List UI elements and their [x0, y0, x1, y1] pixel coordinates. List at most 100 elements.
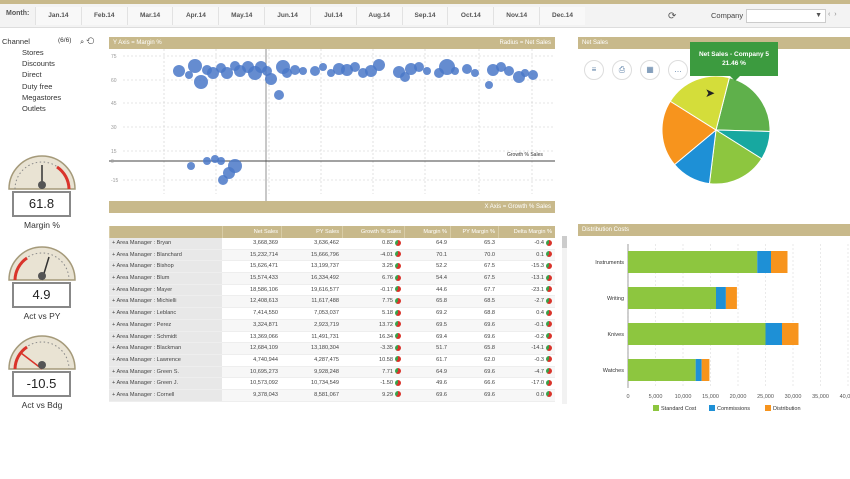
col-header[interactable]: Margin %: [404, 226, 450, 238]
pie-slice-company-1[interactable]: [708, 129, 763, 185]
channel-item[interactable]: Direct: [22, 70, 42, 80]
nav-arrows-icon[interactable]: ‹ ›: [828, 11, 838, 18]
row-name[interactable]: + Area Manager : Cornell: [109, 389, 222, 401]
table-row[interactable]: + Area Manager : Green J. 10,573,092 10,73…: [109, 378, 555, 390]
table-row[interactable]: + Area Manager : Leblanc 7,414,550 7,053,0…: [109, 308, 555, 320]
menu-icon[interactable]: ≡: [584, 60, 604, 80]
print-icon[interactable]: ⎙: [612, 60, 632, 80]
month-tab[interactable]: Dec.14: [539, 7, 585, 25]
bar-distribution[interactable]: [782, 323, 799, 345]
bubble: [485, 81, 493, 89]
month-tab[interactable]: May.14: [218, 7, 265, 25]
table-row[interactable]: + Area Manager : Blum 15,574,433 16,334,49…: [109, 273, 555, 285]
table-row[interactable]: + Area Manager : Bishop 15,626,471 13,199,…: [109, 261, 555, 274]
bar-standard-cost[interactable]: [628, 323, 766, 345]
table-row[interactable]: + Area Manager : Bryan 3,668,369 3,636,462…: [109, 238, 555, 250]
status-indicator-icon: [395, 356, 401, 363]
channel-item[interactable]: Duty free: [22, 81, 53, 91]
company-dropdown[interactable]: ▼: [746, 9, 826, 23]
bar-distribution[interactable]: [701, 359, 710, 381]
growth-ref-label: Growth % Sales: [507, 152, 543, 158]
channel-item[interactable]: Megastores: [22, 92, 62, 102]
export-icon[interactable]: ▦: [640, 60, 660, 80]
bubble: [187, 162, 195, 170]
table-row[interactable]: + Area Manager : Green S. 10,695,273 9,928…: [109, 366, 555, 379]
pie-slice-company-4[interactable]: [669, 76, 730, 131]
month-tab[interactable]: Jul.14: [309, 7, 356, 25]
scrollbar-thumb[interactable]: [562, 236, 567, 248]
more-icon[interactable]: …: [668, 60, 688, 80]
legend-swatch: [709, 405, 715, 411]
month-tab[interactable]: Sep.14: [401, 7, 448, 25]
channel-item[interactable]: Outlets: [22, 104, 46, 114]
month-tab[interactable]: Mar.14: [126, 7, 173, 25]
bubbles: [173, 59, 538, 185]
cell-value: 11,617,488: [311, 298, 339, 305]
cell-value: -4.01: [342, 250, 404, 261]
refresh-icon[interactable]: ⟳: [668, 11, 677, 22]
bubble-chart[interactable]: 75 60 45 30 15 0 -15 Growth % Sales: [109, 49, 555, 201]
month-tab[interactable]: Aug.14: [355, 7, 402, 25]
channel-item[interactable]: Discounts: [22, 59, 55, 69]
net-sales-pie[interactable]: [660, 76, 776, 186]
table-row[interactable]: + Area Manager : Blackman 12,684,109 13,18…: [109, 343, 555, 355]
month-tab[interactable]: Oct.14: [447, 7, 494, 25]
bar-standard-cost[interactable]: [628, 359, 696, 381]
table-row[interactable]: + Area Manager : Schmidt 13,369,066 11,491…: [109, 331, 555, 344]
table-row[interactable]: + Area Manager : Perez 3,324,871 2,923,719…: [109, 319, 555, 332]
row-name[interactable]: + Area Manager : Leblanc: [109, 308, 222, 319]
table-row[interactable]: + Area Manager : Blanchard 15,232,714 15,6…: [109, 249, 555, 262]
bar-commissions[interactable]: [695, 359, 702, 381]
month-tab[interactable]: Jun.14: [264, 7, 310, 25]
search-icon[interactable]: ⌕ ⟲: [80, 37, 95, 46]
col-header[interactable]: Net Sales: [222, 226, 281, 238]
col-header[interactable]: PY Margin %: [450, 226, 498, 238]
row-name[interactable]: + Area Manager : Bishop: [109, 261, 222, 273]
gauge-act-vs-bdg: -10.5 Act vs Bdg: [7, 329, 77, 410]
month-tab[interactable]: Feb.14: [80, 7, 127, 25]
gauge-dial-icon: [8, 246, 76, 281]
row-name[interactable]: + Area Manager : Green J.: [109, 378, 222, 389]
distribution-bar-chart[interactable]: 0 5,000 10,000 15,000 20,000 25,000 30,000 35,0…: [578, 238, 850, 414]
row-name[interactable]: + Area Manager : Blackman: [109, 343, 222, 354]
month-tab[interactable]: Jan.14: [35, 7, 81, 25]
pie-slice-company-3[interactable]: [661, 100, 717, 166]
table-row[interactable]: + Area Manager : Lawrence 4,740,944 4,287,…: [109, 354, 555, 367]
col-header[interactable]: Growth % Sales: [342, 226, 404, 238]
table-row[interactable]: + Area Manager : Mayer 18,586,106 19,616,5…: [109, 284, 555, 297]
bar-commissions[interactable]: [757, 251, 771, 273]
bar-commissions[interactable]: [716, 287, 726, 309]
cell-value: 2,923,719: [314, 321, 339, 328]
table-row[interactable]: + Area Manager : Michielli 12,408,613 11,6…: [109, 296, 555, 309]
scatter-radius-title: Radius = Net Sales: [499, 40, 551, 46]
status-indicator-icon: [395, 309, 401, 316]
cell-value: 66.6: [484, 380, 495, 387]
table-row[interactable]: + Area Manager : Cornell 9,378,043 8,581,0…: [109, 389, 555, 402]
col-header[interactable]: Delta Margin %: [498, 226, 555, 238]
row-name[interactable]: + Area Manager : Mayer: [109, 284, 222, 296]
month-tab[interactable]: Apr.14: [172, 7, 219, 25]
table-scrollbar[interactable]: [562, 236, 567, 404]
channel-item[interactable]: Stores: [22, 48, 44, 57]
cell-value: 3.25: [342, 261, 404, 272]
month-tab[interactable]: Nov.14: [493, 7, 540, 25]
row-name[interactable]: + Area Manager : Blum: [109, 273, 222, 284]
bar-distribution[interactable]: [725, 287, 737, 309]
col-header[interactable]: PY Sales: [281, 226, 342, 238]
cell-value: 7.75: [342, 296, 404, 307]
row-name[interactable]: + Area Manager : Bryan: [109, 238, 222, 249]
row-name[interactable]: + Area Manager : Blanchard: [109, 249, 222, 261]
bar-commissions[interactable]: [765, 323, 783, 345]
bar-standard-cost[interactable]: [628, 251, 758, 273]
cell-value: 11,491,731: [311, 333, 339, 340]
row-name[interactable]: + Area Manager : Michielli: [109, 296, 222, 308]
bubble: [221, 67, 233, 79]
bar-standard-cost[interactable]: [628, 287, 716, 309]
row-name[interactable]: + Area Manager : Green S.: [109, 366, 222, 378]
row-name[interactable]: + Area Manager : Lawrence: [109, 354, 222, 366]
cell-value: -0.17: [342, 285, 404, 296]
row-name[interactable]: + Area Manager : Schmidt: [109, 331, 222, 343]
bar-distribution[interactable]: [771, 251, 788, 273]
row-name[interactable]: + Area Manager : Perez: [109, 319, 222, 331]
